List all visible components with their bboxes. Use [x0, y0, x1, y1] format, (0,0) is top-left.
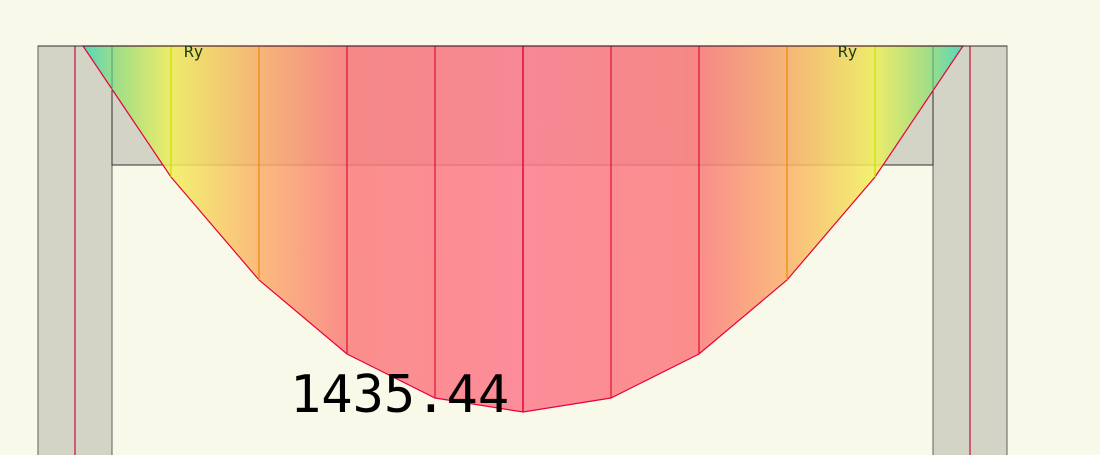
peak-moment-value: 1435.44 — [290, 365, 509, 425]
reaction-label-right: Ry — [838, 42, 858, 61]
reaction-label-left: Ry — [184, 42, 204, 61]
diagram-ordinates — [111, 46, 934, 412]
